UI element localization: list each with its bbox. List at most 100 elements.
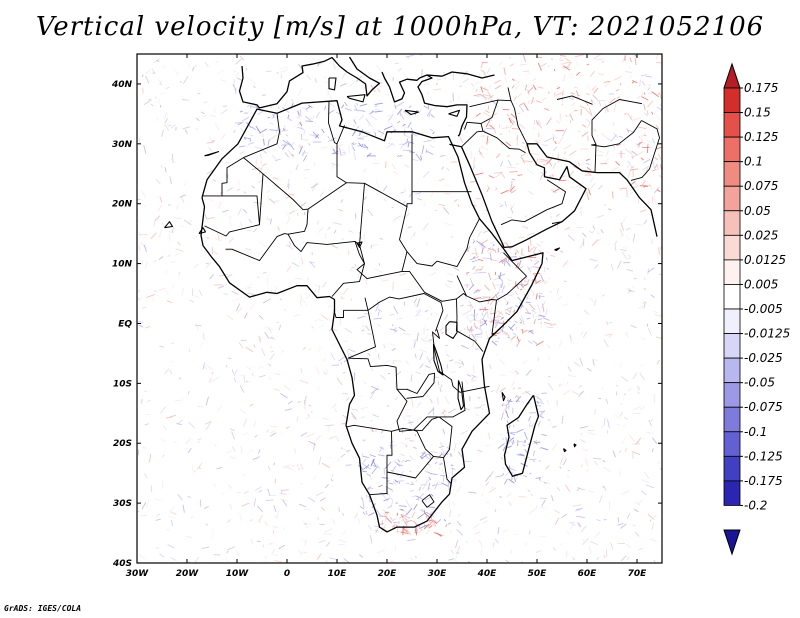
field-streak bbox=[425, 529, 431, 535]
field-streak bbox=[285, 210, 291, 220]
field-streak bbox=[621, 58, 625, 63]
field-streak bbox=[374, 348, 377, 353]
field-streak bbox=[216, 466, 223, 470]
field-streak bbox=[350, 298, 353, 301]
field-streak bbox=[439, 327, 444, 332]
field-streak bbox=[286, 134, 288, 137]
field-streak bbox=[197, 440, 200, 444]
field-streak bbox=[164, 368, 170, 375]
field-streak bbox=[352, 124, 356, 127]
field-streak bbox=[214, 123, 220, 131]
field-streak bbox=[407, 226, 412, 229]
field-streak bbox=[526, 295, 529, 300]
field-streak bbox=[259, 374, 266, 378]
field-streak bbox=[505, 242, 512, 250]
field-streak bbox=[552, 162, 557, 169]
field-streak bbox=[482, 306, 486, 312]
field-streak bbox=[479, 322, 484, 324]
country-border bbox=[333, 310, 344, 318]
field-streak bbox=[585, 108, 592, 115]
field-streak bbox=[389, 328, 398, 332]
field-streak bbox=[342, 148, 347, 154]
field-streak bbox=[343, 560, 345, 563]
field-streak bbox=[546, 158, 553, 165]
field-streak bbox=[311, 325, 314, 329]
field-streak bbox=[352, 415, 358, 421]
field-streak bbox=[577, 521, 582, 527]
field-streak bbox=[298, 145, 304, 155]
country-border bbox=[432, 329, 490, 393]
field-streak bbox=[213, 107, 217, 113]
field-streak bbox=[421, 145, 425, 154]
field-streak bbox=[568, 72, 572, 78]
field-streak bbox=[409, 440, 414, 442]
field-streak bbox=[451, 371, 456, 374]
field-streak bbox=[506, 466, 516, 471]
field-streak bbox=[469, 326, 472, 333]
field-streak bbox=[515, 533, 518, 536]
field-streak bbox=[519, 453, 524, 456]
field-streak bbox=[556, 288, 559, 294]
field-streak bbox=[614, 240, 618, 246]
field-streak bbox=[441, 482, 449, 487]
field-streak bbox=[423, 105, 428, 109]
field-streak bbox=[280, 393, 288, 399]
field-streak bbox=[420, 337, 426, 342]
field-streak bbox=[518, 123, 526, 130]
field-streak bbox=[516, 137, 519, 147]
field-streak bbox=[375, 463, 381, 470]
field-streak bbox=[639, 79, 641, 87]
field-streak bbox=[484, 284, 490, 291]
colorbar-bottom-triangle bbox=[723, 529, 741, 556]
lake-outline bbox=[432, 343, 444, 376]
field-streak bbox=[638, 135, 641, 139]
field-streak bbox=[145, 75, 150, 84]
field-streak bbox=[237, 180, 241, 186]
field-streak bbox=[627, 290, 632, 294]
field-streak bbox=[344, 101, 348, 107]
field-streak bbox=[258, 252, 262, 254]
field-streak bbox=[643, 219, 648, 225]
field-streak bbox=[400, 453, 406, 457]
field-streak bbox=[157, 204, 163, 212]
field-streak bbox=[644, 112, 649, 117]
field-streak bbox=[305, 105, 311, 110]
country-border bbox=[243, 113, 280, 159]
field-streak bbox=[522, 287, 526, 290]
country-border bbox=[364, 293, 444, 332]
field-streak bbox=[568, 335, 574, 340]
field-streak bbox=[427, 471, 431, 474]
field-streak bbox=[228, 216, 233, 219]
field-streak bbox=[377, 310, 380, 317]
field-streak bbox=[462, 310, 471, 316]
field-streak bbox=[584, 130, 591, 134]
field-streak bbox=[429, 128, 434, 132]
field-streak bbox=[643, 185, 647, 188]
field-streak bbox=[187, 447, 192, 454]
field-streak bbox=[434, 461, 438, 465]
field-streak bbox=[599, 101, 602, 107]
field-streak bbox=[516, 419, 519, 422]
country-border bbox=[347, 310, 376, 359]
field-streak bbox=[431, 555, 436, 560]
field-streak bbox=[419, 352, 424, 360]
field-streak bbox=[496, 153, 501, 159]
field-streak bbox=[567, 366, 572, 372]
field-streak bbox=[516, 336, 520, 342]
field-streak bbox=[523, 283, 529, 287]
field-streak bbox=[629, 168, 639, 171]
field-streak bbox=[349, 81, 355, 87]
field-streak bbox=[473, 297, 482, 300]
island-outline bbox=[204, 151, 220, 157]
field-streak bbox=[433, 521, 438, 524]
field-streak bbox=[213, 483, 216, 487]
field-streak bbox=[487, 250, 493, 254]
field-streak bbox=[489, 253, 492, 261]
field-streak bbox=[515, 394, 520, 400]
field-streak bbox=[517, 92, 522, 98]
field-streak bbox=[638, 305, 644, 310]
field-streak bbox=[508, 424, 511, 429]
field-streak bbox=[564, 226, 571, 231]
field-streak bbox=[520, 560, 523, 563]
field-streak bbox=[198, 466, 202, 470]
